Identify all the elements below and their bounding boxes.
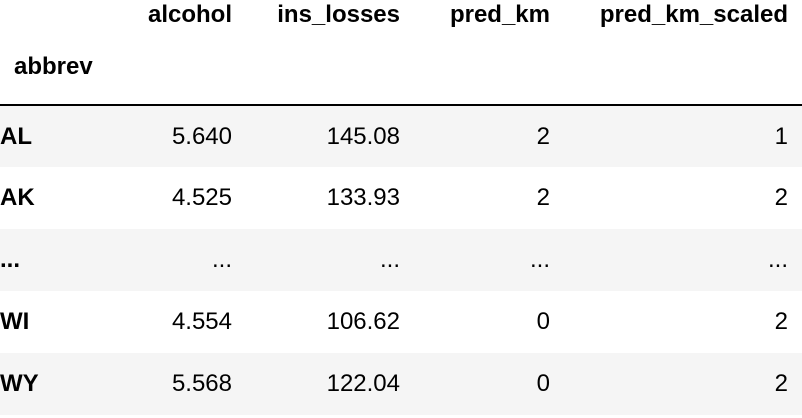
index-name-label: abbrev <box>0 30 118 106</box>
cell-pred-km: 2 <box>536 122 550 150</box>
row-index-label: ... <box>0 246 21 273</box>
cell-pred-km-scaled: 2 <box>774 370 788 397</box>
row-index-label: AL <box>0 122 32 150</box>
cell-alcohol: 4.525 <box>171 184 232 211</box>
cell-alcohol: ... <box>211 246 232 273</box>
table-row: WI 4.554 106.62 0 2 <box>0 291 802 353</box>
cell-alcohol: 5.640 <box>171 122 232 150</box>
column-header-alcohol: alcohol <box>147 1 232 28</box>
table-header: alcohol ins_losses pred_km pred_km_scale… <box>0 0 802 106</box>
table-row: AK 4.525 133.93 2 2 <box>0 167 802 229</box>
index-name-spacer <box>118 30 246 106</box>
cell-pred-km-scaled: 2 <box>774 184 788 211</box>
header-corner-cell <box>0 0 118 30</box>
index-name-spacer <box>414 30 564 106</box>
table-row-ellipsis: ... ... ... ... ... <box>0 229 802 291</box>
table-row: AL 5.640 145.08 2 1 <box>0 105 802 167</box>
cell-pred-km: 0 <box>536 370 550 397</box>
cell-pred-km-scaled: 2 <box>774 308 788 335</box>
cell-pred-km-scaled: 1 <box>774 122 788 150</box>
row-index-label: WI <box>0 308 30 335</box>
index-name-spacer <box>564 30 802 106</box>
column-header-ins-losses: ins_losses <box>277 1 400 28</box>
row-index-label: AK <box>0 184 35 211</box>
cell-ins-losses: ... <box>379 246 400 273</box>
cell-alcohol: 5.568 <box>171 370 232 397</box>
cell-pred-km: 2 <box>536 184 550 211</box>
column-header-row: alcohol ins_losses pred_km pred_km_scale… <box>0 0 802 30</box>
table-body: AL 5.640 145.08 2 1 AK 4.525 133.93 2 2 … <box>0 105 802 415</box>
row-index-label: WY <box>0 370 39 397</box>
cell-alcohol: 4.554 <box>171 308 232 335</box>
cell-pred-km: ... <box>529 246 550 273</box>
cell-pred-km-scaled: ... <box>767 246 788 273</box>
index-name-spacer <box>246 30 414 106</box>
cell-ins-losses: 145.08 <box>326 122 400 150</box>
column-header-pred-km: pred_km <box>449 1 550 28</box>
column-header-pred-km-scaled: pred_km_scaled <box>599 1 788 28</box>
cell-ins-losses: 133.93 <box>326 184 400 211</box>
cell-pred-km: 0 <box>536 308 550 335</box>
table-row: WY 5.568 122.04 0 2 <box>0 353 802 415</box>
index-name-row: abbrev <box>0 30 802 106</box>
cell-ins-losses: 106.62 <box>326 308 400 335</box>
cell-ins-losses: 122.04 <box>326 370 400 397</box>
